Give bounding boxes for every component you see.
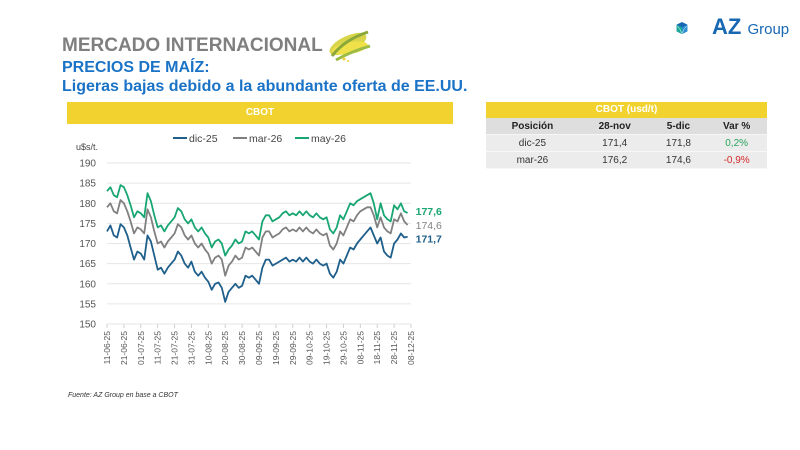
x-tick-label: 29-10-25 <box>338 331 348 365</box>
x-tick-label: 11-07-25 <box>153 331 163 365</box>
y-tick-label: 190 <box>79 159 96 170</box>
y-tick-label: 165 <box>79 259 96 270</box>
logo-group: Group <box>747 21 790 38</box>
legend-label-may-26: may-26 <box>311 133 346 145</box>
col-header: 28-nov <box>578 118 651 135</box>
source-note: Fuente: AZ Group en base a CBOT <box>68 392 178 399</box>
x-tick-label: 19-10-25 <box>322 331 332 365</box>
series-line-dic-25 <box>106 223 408 303</box>
table-header-row: Posición 28-nov 5-dic Var % <box>486 118 767 135</box>
x-tick-label: 09-10-25 <box>305 331 315 365</box>
x-tick-label: 08-12-25 <box>406 331 416 365</box>
cell-var: -0,9% <box>706 151 767 169</box>
legend-label-dic-25: dic-25 <box>189 133 218 145</box>
x-tick-label: 31-07-25 <box>186 331 196 365</box>
x-tick-label: 28-11-25 <box>389 331 399 365</box>
chart-subtitle: PRECIOS DE MAÍZ: <box>62 59 210 76</box>
x-tick-label: 21-07-25 <box>170 331 180 365</box>
cell-var: 0,2% <box>706 134 767 152</box>
end-label-mar-26: 174,6 <box>416 220 442 232</box>
y-tick-label: 155 <box>79 299 96 310</box>
headline: Ligeras bajas debido a la abundante ofer… <box>62 78 468 95</box>
cell-28-nov: 176,2 <box>578 151 651 169</box>
x-tick-label: 29-09-25 <box>288 331 298 365</box>
cell-position: mar-26 <box>486 151 579 169</box>
x-tick-label: 21-06-25 <box>119 331 129 365</box>
logo-text: AZ Group <box>712 14 789 40</box>
x-tick-label: 08-11-25 <box>355 331 365 365</box>
x-tick-label: 20-08-25 <box>220 331 230 365</box>
table-row: mar-26 176,2 174,6 -0,9% <box>486 151 767 169</box>
cell-5-dic: 174,6 <box>650 151 707 169</box>
x-tick-label: 18-11-25 <box>372 331 382 365</box>
corn-icon <box>329 30 371 62</box>
x-tick-label: 11-06-25 <box>102 331 112 365</box>
y-tick-label: 180 <box>79 199 96 210</box>
table-row: dic-25 171,4 171,8 0,2% <box>486 134 767 152</box>
table-banner: CBOT (usd/t) <box>486 102 767 118</box>
x-tick-label: 30-08-25 <box>237 331 247 365</box>
series-line-mar-26 <box>106 199 409 277</box>
chart-banner: CBOT <box>67 102 453 124</box>
az-group-logo-icon <box>676 22 688 34</box>
logo-az: AZ <box>712 14 742 39</box>
end-label-may-26: 177,6 <box>416 206 442 218</box>
y-axis-label: u$s/t. <box>76 142 98 152</box>
x-tick-label: 01-07-25 <box>136 331 146 365</box>
col-header: Var % <box>706 118 767 135</box>
x-tick-label: 19-09-25 <box>271 331 281 365</box>
section-title: MERCADO INTERNACIONAL <box>62 35 323 56</box>
y-tick-label: 160 <box>79 279 96 290</box>
end-label-dic-25: 171,7 <box>416 234 442 246</box>
legend-label-mar-26: mar-26 <box>249 133 282 145</box>
col-header: Posición <box>486 118 579 135</box>
cell-28-nov: 171,4 <box>578 134 651 152</box>
y-tick-label: 175 <box>79 219 96 230</box>
x-tick-label: 10-08-25 <box>203 331 213 365</box>
y-tick-label: 185 <box>79 179 96 190</box>
price-table: CBOT (usd/t) Posición 28-nov 5-dic Var %… <box>486 102 767 169</box>
y-tick-label: 150 <box>79 320 96 331</box>
x-tick-label: 09-09-25 <box>254 331 264 365</box>
cell-position: dic-25 <box>486 134 579 152</box>
y-tick-label: 170 <box>79 239 96 250</box>
cbot-line-chart: u$s/t. 150 155 160 165 170 175 180 185 190 11-06-2… <box>76 133 442 365</box>
cell-5-dic: 171,8 <box>650 134 707 152</box>
series-line-may-26 <box>106 184 408 257</box>
col-header: 5-dic <box>650 118 707 135</box>
